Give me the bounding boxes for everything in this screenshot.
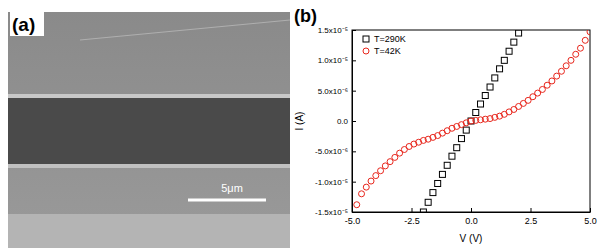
data-point: [497, 66, 503, 72]
y-tick-mark: [352, 182, 356, 183]
scale-bar-label: 5μm: [221, 182, 243, 194]
data-point: [506, 48, 512, 54]
data-point: [516, 30, 522, 36]
data-point: [473, 110, 479, 116]
y-tick: 1.5x10⁻⁵: [318, 26, 356, 35]
figure: 5μm (a) -5.0 -2.5 0.0 2.5 5.0 -1.5x10⁻⁵ -1.0x10⁻…: [0, 0, 600, 250]
data-point: [420, 209, 426, 212]
x-tick-mark: [590, 208, 591, 212]
data-point: [563, 63, 569, 69]
panel-label: (b): [294, 6, 317, 26]
data-point: [558, 68, 564, 74]
data-point: [582, 37, 588, 43]
x-tick-mark: [471, 208, 472, 212]
legend-marker: [363, 48, 369, 54]
y-tick: -5.0x10⁻⁶: [315, 147, 356, 156]
plot-frame: [352, 30, 590, 212]
y-tick-label: 1.5x10⁻⁵: [318, 26, 348, 35]
data-point: [587, 30, 590, 35]
y-tick: -1.0x10⁻⁵: [315, 178, 356, 187]
data-point: [430, 190, 436, 196]
y-tick-mark: [352, 121, 356, 122]
y-tick: 5.0x10⁻⁶: [318, 87, 356, 96]
sem-edge: [8, 94, 290, 98]
data-point: [482, 93, 488, 99]
data-point: [373, 173, 379, 179]
data-point: [478, 101, 484, 107]
legend-marker: [363, 36, 369, 42]
panel-label-box: [10, 12, 44, 36]
chart-panel: -5.0 -2.5 0.0 2.5 5.0 -1.5x10⁻⁵ -1.0x10⁻⁵ -5.0x…: [294, 6, 597, 244]
x-axis-title: V (V): [460, 233, 483, 244]
data-point: [568, 57, 574, 63]
x-tick: 2.5: [525, 208, 538, 226]
series-points: [420, 30, 521, 212]
y-tick-mark: [352, 151, 356, 152]
y-tick-label: -1.0x10⁻⁵: [315, 178, 348, 187]
y-tick-label: 1.0x10⁻⁵: [318, 56, 348, 65]
y-tick-mark: [352, 91, 356, 92]
data-point: [577, 45, 583, 51]
panel-label: (a): [12, 14, 35, 35]
x-tick: 0.0: [465, 208, 478, 226]
data-point: [449, 153, 455, 159]
y-tick-mark: [352, 60, 356, 61]
legend: T=290K T=42K: [363, 34, 406, 56]
series-points: [354, 30, 590, 208]
x-axis: -5.0 -2.5 0.0 2.5 5.0: [345, 208, 597, 226]
y-tick: -1.5x10⁻⁵: [315, 208, 356, 217]
y-tick-label: -5.0x10⁻⁶: [315, 147, 348, 156]
x-tick-mark: [412, 208, 413, 212]
data-point: [363, 184, 369, 190]
data-point: [354, 202, 360, 208]
image-panel: 5μm (a): [8, 12, 290, 248]
x-tick-label: 2.5: [525, 216, 538, 226]
y-tick-label: 0.0: [337, 117, 349, 126]
data-point: [554, 73, 560, 79]
x-tick-label: 5.0: [584, 216, 597, 226]
y-tick: 0.0: [337, 117, 356, 126]
legend-label: T=42K: [374, 46, 401, 56]
y-tick-mark: [352, 212, 356, 213]
y-tick-label: 5.0x10⁻⁶: [318, 87, 348, 96]
sem-background: [8, 12, 290, 248]
sem-edge: [8, 164, 290, 168]
data-point: [487, 84, 493, 90]
sem-stripe: [8, 98, 290, 164]
data-point: [511, 39, 517, 45]
sem-bottom: [8, 214, 290, 248]
data-point: [492, 75, 498, 81]
data-point: [463, 127, 469, 133]
data-point: [501, 57, 507, 63]
y-axis-title: I (A): [294, 112, 305, 131]
data-point: [439, 171, 445, 177]
scale-bar: [188, 199, 266, 202]
data-point: [549, 78, 555, 84]
x-tick-label: -2.5: [404, 216, 420, 226]
y-tick-mark: [352, 30, 356, 31]
data-point: [435, 180, 441, 186]
sem-scratch: [80, 20, 290, 40]
x-tick-label: -5.0: [345, 216, 361, 226]
data-point: [368, 178, 374, 184]
data-point: [359, 191, 365, 197]
data-point: [573, 51, 579, 57]
x-tick-label: 0.0: [465, 216, 478, 226]
y-tick-label: -1.5x10⁻⁵: [315, 208, 348, 217]
y-tick: 1.0x10⁻⁵: [318, 56, 356, 65]
data-point: [378, 168, 384, 174]
x-axis-line: [353, 212, 591, 213]
data-points: [354, 30, 590, 212]
data-point: [458, 136, 464, 142]
y-axis: -1.5x10⁻⁵ -1.0x10⁻⁵ -5.0x10⁻⁶ 0.0 5.0x10⁻⁶ 1.…: [315, 26, 356, 217]
x-tick: 5.0: [584, 208, 597, 226]
data-point: [454, 145, 460, 151]
data-point: [444, 162, 450, 168]
data-point: [425, 199, 431, 205]
x-tick-mark: [531, 208, 532, 212]
x-tick: -2.5: [404, 208, 420, 226]
legend-label: T=290K: [374, 34, 406, 44]
